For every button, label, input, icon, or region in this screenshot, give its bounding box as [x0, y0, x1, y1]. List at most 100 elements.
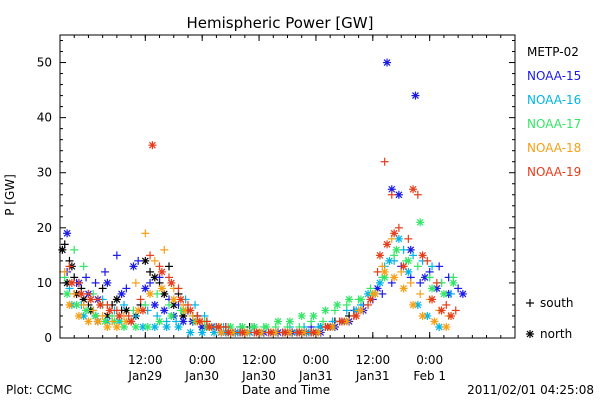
south-point — [413, 190, 422, 199]
legend-entry: NOAA-19 — [527, 165, 581, 179]
north-point — [112, 295, 121, 304]
series-noaa-17 — [60, 218, 458, 331]
south-point — [387, 190, 396, 199]
north-point — [214, 322, 223, 331]
north-point — [238, 328, 247, 337]
north-point — [383, 58, 392, 67]
north-point — [399, 284, 408, 293]
north-point — [428, 284, 437, 293]
north-point — [526, 330, 534, 338]
legend-entry: NOAA-15 — [527, 69, 581, 83]
marker-legend: south north — [526, 296, 574, 341]
north-point — [366, 295, 375, 304]
south-point — [122, 284, 131, 293]
south-point — [435, 262, 444, 271]
north-point — [309, 311, 318, 320]
north-point — [217, 328, 226, 337]
south-point — [425, 273, 434, 282]
north-point — [150, 300, 159, 309]
north-point — [129, 262, 138, 271]
south-point — [165, 300, 174, 309]
north-point — [176, 295, 185, 304]
north-point — [439, 289, 448, 298]
north-point — [77, 289, 86, 298]
south-point — [119, 300, 128, 309]
north-point — [297, 311, 306, 320]
south-point — [82, 273, 91, 282]
south-point — [101, 267, 110, 276]
north-point — [352, 311, 361, 320]
footer-plot-credit: Plot: CCMC — [6, 383, 72, 397]
north-point — [430, 317, 439, 326]
legend: METP-02 NOAA-15 NOAA-16 NOAA-17 NOAA-18 NOAA-… — [527, 45, 581, 179]
south-point — [432, 278, 441, 287]
x-tick-date-label: Jan31 — [298, 369, 333, 383]
x-ticks: 12:00 Jan29 0:00 Jan30 12:00 Jan30 0:00 Jan31 12… — [73, 35, 502, 383]
north-point — [115, 311, 124, 320]
x-tick-date-label: Jan30 — [241, 369, 276, 383]
south-point — [146, 278, 155, 287]
north-point — [224, 328, 233, 337]
north-point — [96, 300, 105, 309]
north-point — [86, 295, 95, 304]
x-tick-time-label: 12:00 — [128, 353, 163, 367]
north-point — [411, 91, 420, 100]
north-point — [416, 218, 425, 227]
north-point — [195, 317, 204, 326]
north-point — [112, 322, 121, 331]
north-point — [146, 289, 155, 298]
south-point — [60, 267, 69, 276]
south-point — [91, 278, 100, 287]
north-point — [84, 317, 93, 326]
north-point — [409, 185, 418, 194]
y-tick-label: 40 — [37, 111, 52, 125]
north-point — [295, 328, 304, 337]
south-point — [89, 306, 98, 315]
north-point — [186, 306, 195, 315]
north-point — [371, 289, 380, 298]
south-point — [451, 306, 460, 315]
south-point — [380, 157, 389, 166]
y-axis-label: P [GW] — [3, 174, 17, 216]
south-point — [70, 245, 79, 254]
north-point — [155, 317, 164, 326]
north-point — [333, 300, 342, 309]
north-point — [385, 256, 394, 265]
south-point — [413, 262, 422, 271]
x-tick-date-label: Jan31 — [355, 369, 390, 383]
north-point — [409, 300, 418, 309]
north-point — [380, 267, 389, 276]
north-point — [458, 289, 467, 298]
south-point — [174, 284, 183, 293]
north-point — [356, 295, 365, 304]
south-point — [74, 278, 83, 287]
north-point — [162, 322, 171, 331]
y-tick-label: 10 — [37, 276, 52, 290]
north-point — [63, 289, 72, 298]
north-point — [285, 317, 294, 326]
north-point — [399, 262, 408, 271]
north-point — [150, 322, 159, 331]
north-point — [169, 295, 178, 304]
south-point — [98, 284, 107, 293]
south-point — [416, 289, 425, 298]
south-point — [160, 245, 169, 254]
north-point — [160, 306, 169, 315]
south-point — [399, 245, 408, 254]
south-point — [409, 251, 418, 260]
series-noaa-19 — [65, 141, 460, 337]
y-ticks: 0 10 20 30 40 50 — [37, 40, 515, 345]
north-point — [390, 273, 399, 282]
x-axis-label: Date and Time — [242, 383, 330, 397]
north-point — [418, 251, 427, 260]
north-point — [394, 190, 403, 199]
north-point — [117, 289, 126, 298]
x-tick-time-label: 12:00 — [356, 353, 391, 367]
x-tick-time-label: 0:00 — [416, 353, 443, 367]
y-tick-label: 30 — [37, 166, 52, 180]
x-tick-date-label: Feb 1 — [413, 369, 446, 383]
south-point — [526, 299, 534, 307]
south-point — [141, 229, 150, 238]
north-point — [447, 311, 456, 320]
data-points — [58, 58, 467, 337]
